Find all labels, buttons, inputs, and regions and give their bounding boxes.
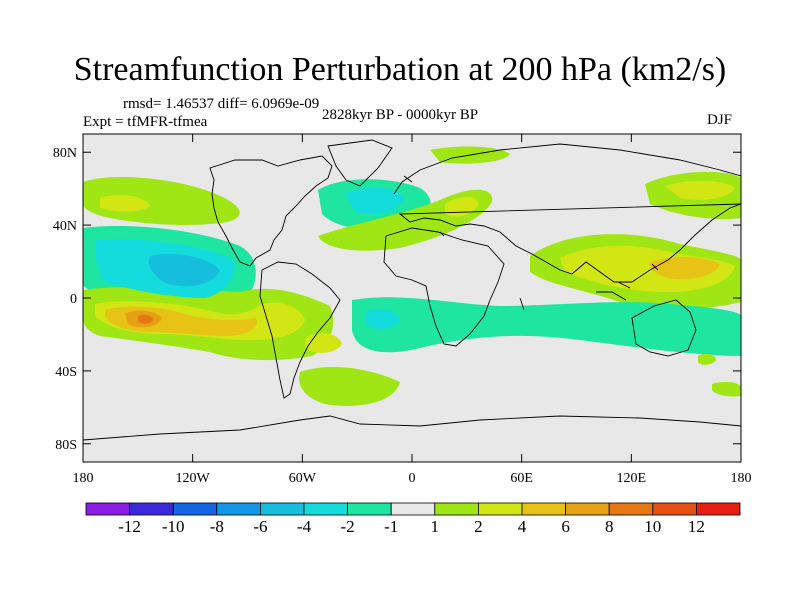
region-natlantic-neg-2 — [345, 187, 405, 215]
lon-tick-label: 120E — [617, 471, 647, 486]
coast-africa — [383, 227, 505, 347]
region-subtropical-pacific-neg-4 — [148, 253, 220, 287]
colorbar-label: -10 — [162, 517, 185, 536]
lon-tick-label: 120W — [176, 471, 211, 486]
chart-title: Streamfunction Perturbation at 200 hPa (… — [73, 51, 727, 88]
period-label: 2828kyr BP - 0000kyr BP — [322, 107, 479, 123]
colorbar-swatch — [259, 502, 305, 516]
coast-antarctica — [83, 415, 741, 441]
colorbar-swatch — [521, 502, 566, 516]
coast-islands — [403, 175, 659, 311]
colorbar-swatch — [696, 502, 741, 516]
latitude-axis: 80N 40N 0 40S 80S — [53, 146, 741, 453]
colorbar-swatch — [347, 502, 392, 516]
region-npacific-pos — [83, 176, 240, 225]
region-scattered-pos-1 — [698, 353, 716, 365]
region-south-atlantic-pos-2 — [305, 333, 342, 353]
colorbar-label: -12 — [118, 517, 141, 536]
colorbar-swatch — [172, 502, 218, 516]
colorbar-swatch — [434, 502, 479, 516]
coastlines — [83, 139, 741, 441]
colorbar-swatch — [390, 502, 436, 516]
colorbar-swatch — [565, 502, 610, 516]
map-plot-area — [83, 134, 741, 462]
colorbar-swatch — [303, 502, 348, 516]
colorbar-swatch — [85, 502, 130, 516]
lat-tick-label: 40S — [55, 365, 77, 380]
lon-tick-label: 180 — [73, 471, 94, 486]
coast-south-america — [259, 261, 341, 399]
region-scattered-pos-2 — [712, 381, 741, 397]
colorbar-label: 2 — [474, 517, 483, 536]
lat-tick-label: 40N — [53, 219, 77, 234]
colorbar-swatch — [129, 502, 174, 516]
region-south-atlantic-pos — [299, 367, 400, 406]
lon-tick-label: 180 — [731, 471, 752, 486]
lon-tick-label: 60W — [289, 471, 317, 486]
colorbar-label: 12 — [688, 517, 705, 536]
region-npacific-east-pos-2 — [665, 180, 735, 200]
region-southern-ocean-neg-2 — [365, 309, 400, 330]
colorbar: -12 -10 -8 -6 -4 -2 -1 1 2 4 6 8 10 12 — [85, 502, 741, 536]
colorbar-label: 6 — [561, 517, 570, 536]
lon-tick-label: 60E — [510, 471, 533, 486]
colorbar-label: -4 — [297, 517, 312, 536]
lat-tick-label: 0 — [70, 292, 77, 307]
colorbar-label: -1 — [384, 517, 398, 536]
colorbar-label: 10 — [644, 517, 661, 536]
experiment-label: Expt = tfMFR-tfmea — [83, 114, 208, 130]
lat-tick-label: 80S — [55, 438, 77, 453]
coast-australia — [631, 299, 697, 357]
lat-tick-label: 80N — [53, 146, 77, 161]
coast-eurasia — [393, 143, 741, 283]
region-south-pacific-pos-8 — [138, 314, 153, 324]
colorbar-swatch — [608, 502, 654, 516]
coast-north-america — [209, 155, 333, 267]
colorbar-swatch — [652, 502, 697, 516]
colorbar-swatch — [216, 502, 261, 516]
region-asia-pos-4 — [649, 256, 720, 280]
season-label: DJF — [707, 112, 733, 128]
stats-text: rmsd= 1.46537 diff= 6.0969e-09 — [123, 96, 320, 112]
colorbar-label: -2 — [341, 517, 355, 536]
colorbar-label: 8 — [605, 517, 614, 536]
colorbar-label: -6 — [253, 517, 267, 536]
colorbar-swatch — [477, 502, 523, 516]
colorbar-label: 4 — [518, 517, 527, 536]
longitude-axis: 180 120W 60W 0 60E 120E 180 — [73, 134, 752, 486]
lon-tick-label: 0 — [409, 471, 416, 486]
coast-greenland — [327, 139, 393, 187]
colorbar-label: 1 — [431, 517, 440, 536]
colorbar-label: -8 — [210, 517, 224, 536]
region-npacific-pos-2 — [100, 195, 150, 212]
